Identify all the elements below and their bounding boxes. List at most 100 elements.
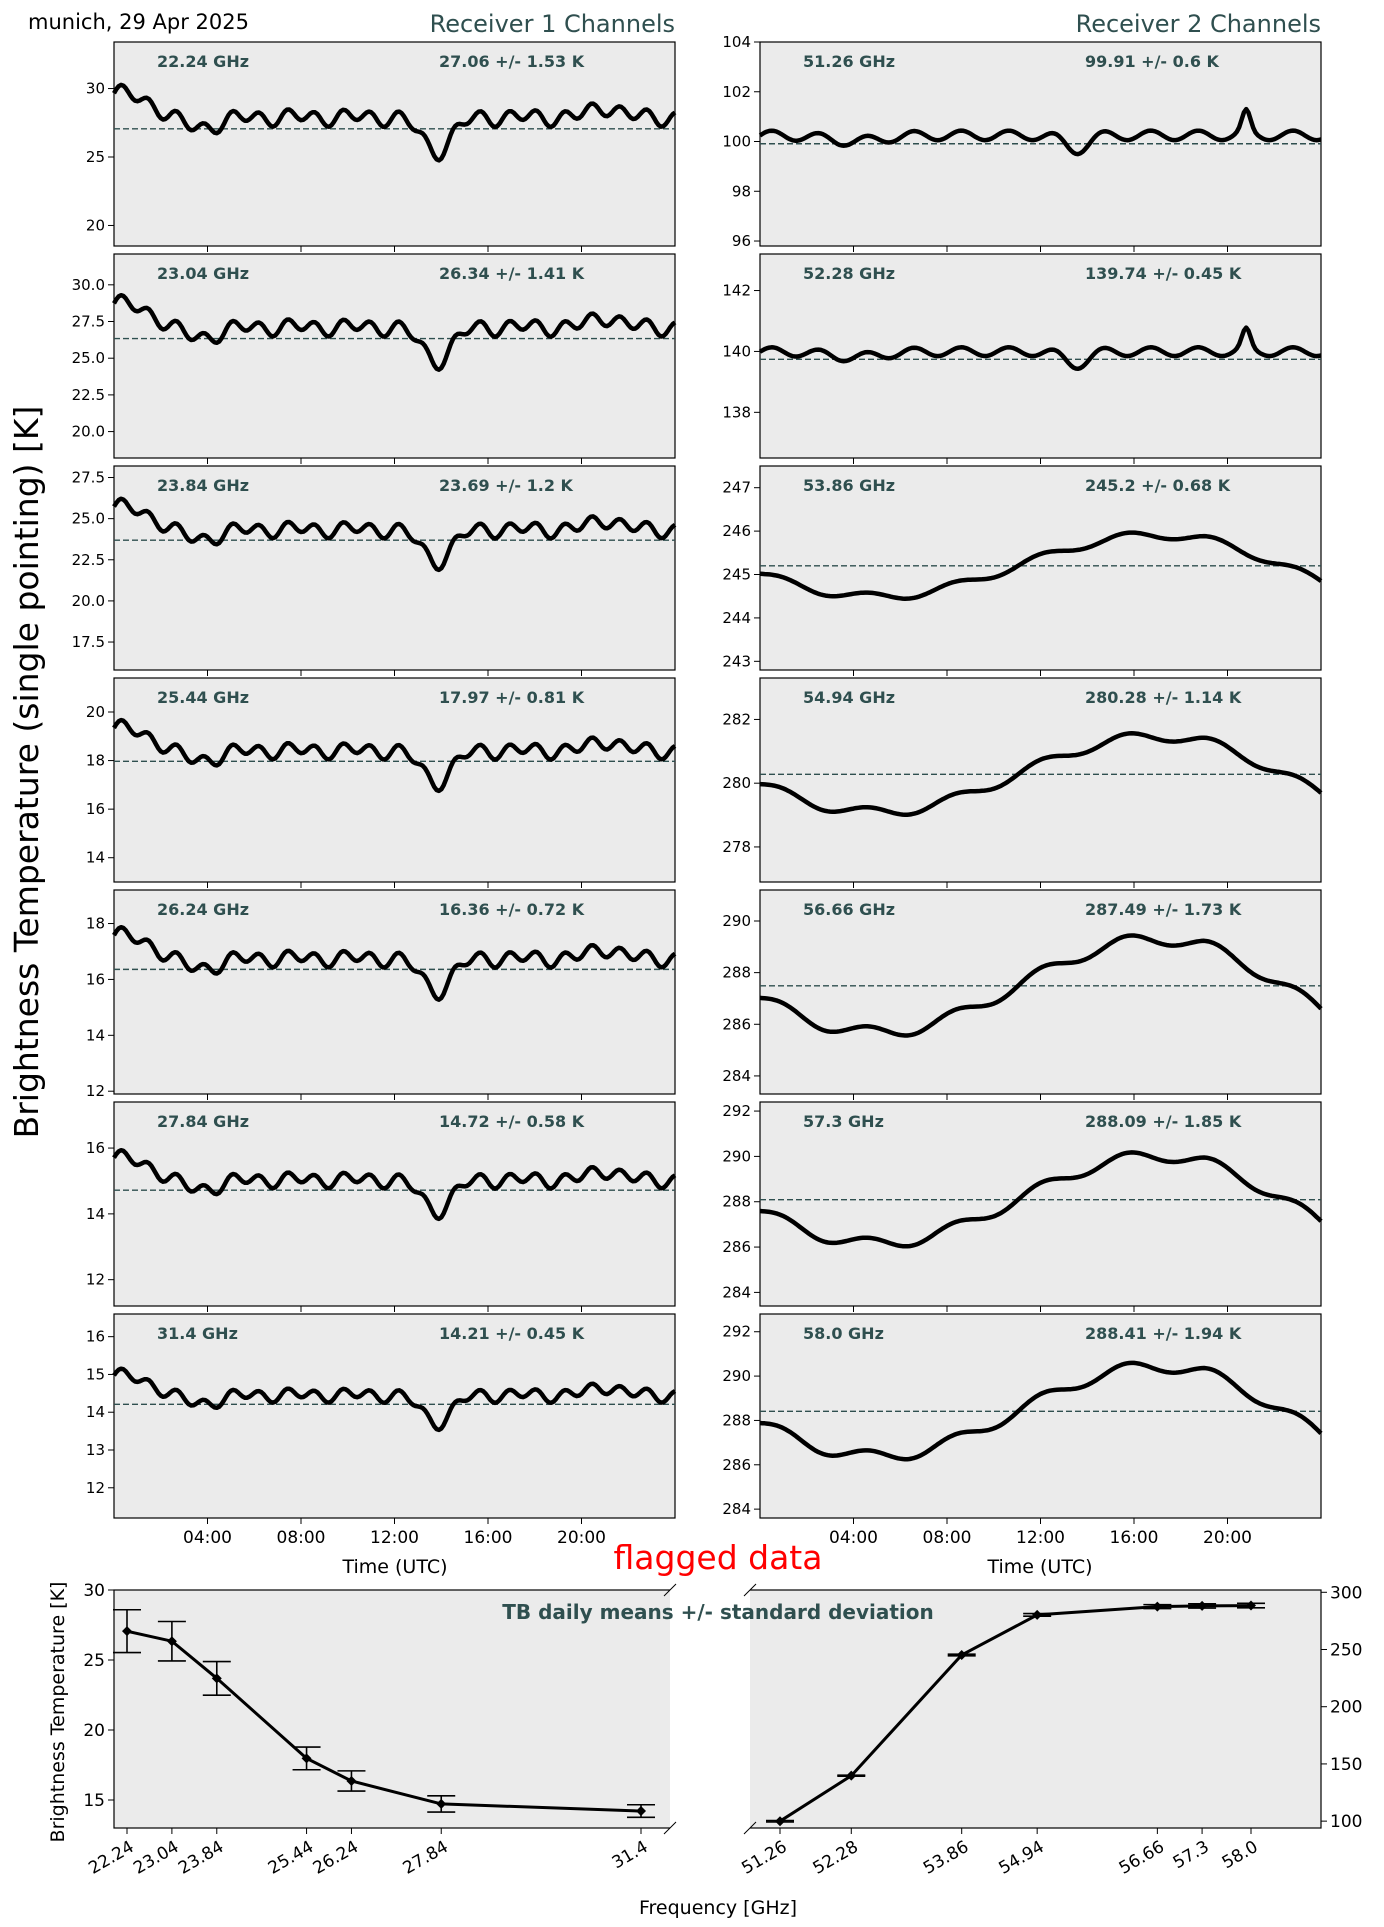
panel-2-7: 284 286 288 290 292 04:00 08:00 12:00 16:00 20:00… bbox=[722, 1313, 1323, 1548]
receiver2-title: Receiver 2 Channels bbox=[1076, 10, 1321, 38]
receiver2-mean-point bbox=[1197, 1600, 1208, 1611]
x-tick-label: 04:00 bbox=[183, 1528, 232, 1548]
x-tick-label: 12:00 bbox=[1016, 1528, 1065, 1548]
receiver2-x-tick-label: 57.3 bbox=[1170, 1837, 1213, 1873]
receiver2-panels: 96 98 100 102 104 51.26 GHz 99.91 +/- 0.6 K 138… bbox=[722, 33, 1323, 1548]
y-tick-label: 16 bbox=[86, 1328, 105, 1346]
frequency-label: 31.4 GHz bbox=[157, 1324, 238, 1343]
panel-background bbox=[113, 1313, 676, 1519]
series-line bbox=[112, 1147, 677, 1222]
y-tick-label: 292 bbox=[722, 1102, 751, 1120]
y-tick-label: 288 bbox=[722, 1193, 751, 1211]
y-tick-label: 288 bbox=[722, 964, 751, 982]
receiver1-mean-point bbox=[211, 1673, 222, 1684]
y-tick-label: 12 bbox=[86, 1082, 105, 1100]
x-tick-label: 04:00 bbox=[829, 1528, 878, 1548]
y-tick-label: 25.0 bbox=[72, 510, 105, 528]
y-tick-label: 284 bbox=[722, 1067, 751, 1085]
receiver2-mean-point bbox=[1152, 1601, 1163, 1612]
series-line bbox=[759, 1360, 1323, 1462]
y-tick-label: 12 bbox=[86, 1479, 105, 1497]
y-tick-label: 286 bbox=[722, 1456, 751, 1474]
receiver2-mean-point bbox=[846, 1770, 857, 1781]
series-line bbox=[112, 292, 677, 372]
summary-left-y-tick-label: 20 bbox=[83, 1721, 105, 1741]
break-mark bbox=[743, 1583, 757, 1597]
y-tick-label: 12 bbox=[86, 1271, 105, 1289]
panel-background bbox=[759, 1101, 1322, 1307]
y-tick-label: 22.5 bbox=[72, 386, 105, 404]
receiver1-x-tick-label: 22.24 bbox=[85, 1837, 137, 1879]
y-tick-label: 22.5 bbox=[72, 551, 105, 569]
y-tick-label: 30.0 bbox=[72, 276, 105, 294]
y-tick-label: 18 bbox=[86, 752, 105, 770]
panel-2-1: 96 98 100 102 104 51.26 GHz 99.91 +/- 0.6 K bbox=[722, 33, 1322, 252]
axis-break-gap bbox=[670, 1584, 750, 1834]
panel-background bbox=[759, 465, 1322, 671]
y-tick-label: 20.0 bbox=[72, 423, 105, 441]
frequency-label: 23.04 GHz bbox=[157, 264, 249, 283]
y-tick-label: 14 bbox=[86, 1205, 105, 1223]
stat-label: 27.06 +/- 1.53 K bbox=[439, 52, 585, 71]
series-line bbox=[112, 717, 677, 794]
summary-right-y-tick-label: 150 bbox=[1330, 1755, 1362, 1775]
stat-label: 99.91 +/- 0.6 K bbox=[1085, 52, 1220, 71]
y-tick-label: 100 bbox=[722, 133, 751, 151]
y-tick-label: 138 bbox=[722, 403, 751, 421]
receiver1-mean-point bbox=[636, 1806, 646, 1817]
main-y-axis-label: Brightness Temperature (single pointing)… bbox=[7, 406, 46, 1139]
y-tick-label: 290 bbox=[722, 1147, 751, 1165]
series-line bbox=[758, 325, 1322, 372]
y-tick-label: 286 bbox=[722, 1015, 751, 1033]
panel-background bbox=[113, 465, 676, 671]
y-tick-label: 17.5 bbox=[72, 633, 105, 651]
y-tick-label: 102 bbox=[722, 83, 751, 101]
panel-background bbox=[113, 253, 676, 459]
flagged-data-label: flagged data bbox=[614, 1538, 823, 1577]
stat-label: 16.36 +/- 0.72 K bbox=[439, 900, 585, 919]
y-tick-label: 282 bbox=[722, 710, 751, 728]
y-tick-label: 96 bbox=[732, 232, 751, 250]
y-tick-label: 27.5 bbox=[72, 469, 105, 487]
receiver2-mean-point bbox=[1246, 1600, 1256, 1611]
panel-2-5: 284 286 288 290 56.66 GHz 287.49 +/- 1.73 K bbox=[722, 889, 1323, 1100]
series-line bbox=[759, 1150, 1323, 1249]
y-tick-label: 243 bbox=[722, 652, 751, 670]
break-mark bbox=[743, 1821, 757, 1835]
y-tick-label: 104 bbox=[722, 33, 751, 51]
summary-right-y-tick-label: 300 bbox=[1330, 1583, 1362, 1603]
receiver2-x-axis-label: Time (UTC) bbox=[986, 1556, 1092, 1578]
summary-x-axis-label: Frequency [GHz] bbox=[639, 1897, 797, 1919]
y-tick-label: 290 bbox=[722, 1367, 751, 1385]
receiver2-x-tick-label: 51.26 bbox=[738, 1837, 790, 1879]
y-tick-label: 247 bbox=[722, 479, 751, 497]
summary-left-y-tick-label: 15 bbox=[83, 1791, 105, 1811]
receiver2-x-tick-label: 52.28 bbox=[810, 1837, 862, 1879]
y-tick-label: 14 bbox=[86, 1403, 105, 1421]
y-tick-label: 20 bbox=[86, 216, 105, 234]
frequency-label: 26.24 GHz bbox=[157, 900, 249, 919]
y-tick-label: 27.5 bbox=[72, 313, 105, 331]
receiver1-mean-point bbox=[346, 1775, 357, 1786]
stat-label: 288.41 +/- 1.94 K bbox=[1085, 1324, 1242, 1343]
series-line bbox=[759, 731, 1323, 817]
stat-label: 287.49 +/- 1.73 K bbox=[1085, 900, 1242, 919]
y-tick-label: 244 bbox=[722, 609, 751, 627]
panel-1-3: 17.5 20.0 22.5 25.0 27.5 23.84 GHz 23.69 +/- 1… bbox=[72, 465, 677, 676]
stat-label: 23.69 +/- 1.2 K bbox=[439, 476, 574, 495]
y-tick-label: 140 bbox=[722, 342, 751, 360]
receiver2-mean-point bbox=[956, 1649, 967, 1660]
panel-1-2: 20.0 22.5 25.0 27.5 30.0 23.04 GHz 26.34 +/- 1… bbox=[72, 253, 677, 464]
receiver2-x-tick-label: 54.94 bbox=[996, 1837, 1048, 1879]
y-tick-label: 98 bbox=[732, 182, 751, 200]
summary-left-y-tick-label: 25 bbox=[83, 1651, 105, 1671]
frequency-label: 23.84 GHz bbox=[157, 476, 249, 495]
receiver2-x-tick-label: 58.0 bbox=[1219, 1837, 1262, 1873]
stat-label: 139.74 +/- 0.45 K bbox=[1085, 264, 1242, 283]
stat-label: 26.34 +/- 1.41 K bbox=[439, 264, 585, 283]
summary-right-y-tick-label: 200 bbox=[1330, 1698, 1362, 1718]
frequency-label: 27.84 GHz bbox=[157, 1112, 249, 1131]
